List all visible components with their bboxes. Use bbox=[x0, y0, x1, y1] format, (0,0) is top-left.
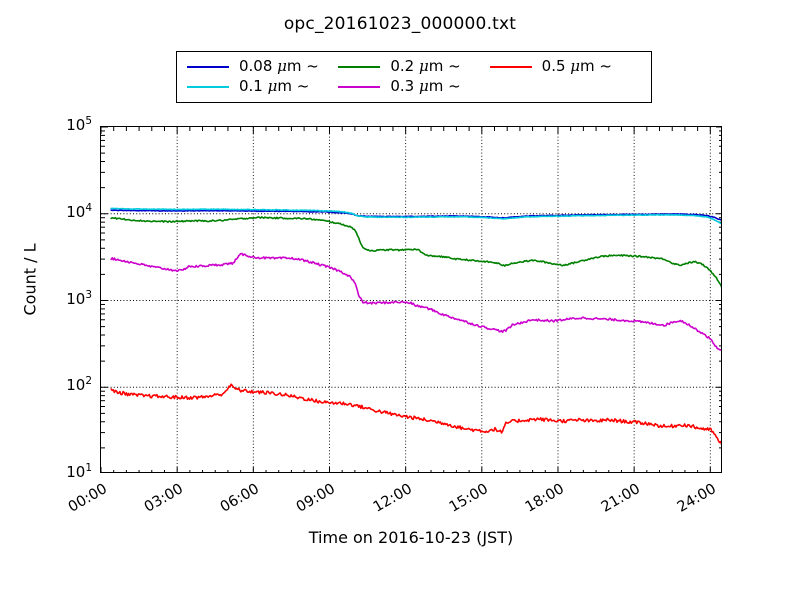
legend-line-swatch bbox=[489, 65, 532, 68]
y-tick-label: 103 bbox=[66, 288, 92, 308]
y-axis-label: Count / L bbox=[20, 243, 40, 316]
legend-item-label: 0.2 μm ~ bbox=[390, 57, 461, 75]
legend-item-label: 0.3 μm ~ bbox=[390, 77, 461, 95]
legend-line-swatch bbox=[338, 65, 381, 68]
x-tick-label: 09:00 bbox=[294, 481, 339, 516]
plot-svg bbox=[101, 127, 721, 472]
legend-item-label: 0.1 μm ~ bbox=[239, 77, 310, 95]
y-tick-label: 105 bbox=[66, 115, 92, 134]
x-tick-label: 03:00 bbox=[141, 481, 187, 516]
legend-item-02um[interactable]: 0.2 μm ~ bbox=[338, 59, 489, 74]
legend-item-03um[interactable]: 0.3 μm ~ bbox=[338, 79, 489, 94]
legend-item-label: 0.08 μm ~ bbox=[239, 57, 319, 75]
chart-legend: 0.08 μm ~ 0.2 μm ~ 0.5 μm ~ 0.1 μm ~ 0.3 μm … bbox=[176, 51, 652, 103]
series-line-01um bbox=[110, 207, 721, 225]
plot-area bbox=[100, 126, 722, 473]
chart-title: opc_20161023_000000.txt bbox=[283, 14, 517, 34]
series-line-03um bbox=[110, 252, 721, 352]
legend-item-01um[interactable]: 0.1 μm ~ bbox=[187, 79, 338, 94]
legend-item-008um[interactable]: 0.08 μm ~ bbox=[187, 59, 338, 74]
x-axis-label: Time on 2016-10-23 (JST) bbox=[308, 528, 514, 547]
legend-item-05um[interactable]: 0.5 μm ~ bbox=[489, 57, 641, 75]
y-tick-label: 102 bbox=[66, 375, 92, 395]
axis-ticks bbox=[101, 127, 721, 472]
series-line-05um bbox=[110, 383, 721, 446]
legend-line-swatch bbox=[338, 85, 381, 88]
x-tick-label: 24:00 bbox=[675, 481, 720, 516]
legend-item-label: 0.5 μm ~ bbox=[541, 57, 612, 75]
x-tick-label: 00:00 bbox=[65, 481, 110, 516]
gridlines bbox=[101, 127, 721, 472]
y-tick-label: 101 bbox=[66, 462, 92, 481]
series-line-02um bbox=[110, 216, 721, 288]
x-tick-label: 18:00 bbox=[522, 481, 567, 516]
legend-line-swatch bbox=[187, 85, 229, 88]
legend-grid: 0.08 μm ~ 0.2 μm ~ 0.5 μm ~ 0.1 μm ~ 0.3 μm … bbox=[187, 59, 641, 94]
x-tick-label: 15:00 bbox=[446, 481, 491, 516]
y-tick-label: 104 bbox=[66, 201, 92, 221]
x-tick-label: 12:00 bbox=[370, 481, 415, 516]
y-axis-tick-labels: 105 104 103 102 101 bbox=[28, 0, 92, 600]
x-tick-label: 06:00 bbox=[218, 481, 263, 516]
series-lines bbox=[110, 207, 721, 446]
x-tick-label: 21:00 bbox=[598, 481, 644, 516]
legend-line-swatch bbox=[187, 65, 229, 68]
